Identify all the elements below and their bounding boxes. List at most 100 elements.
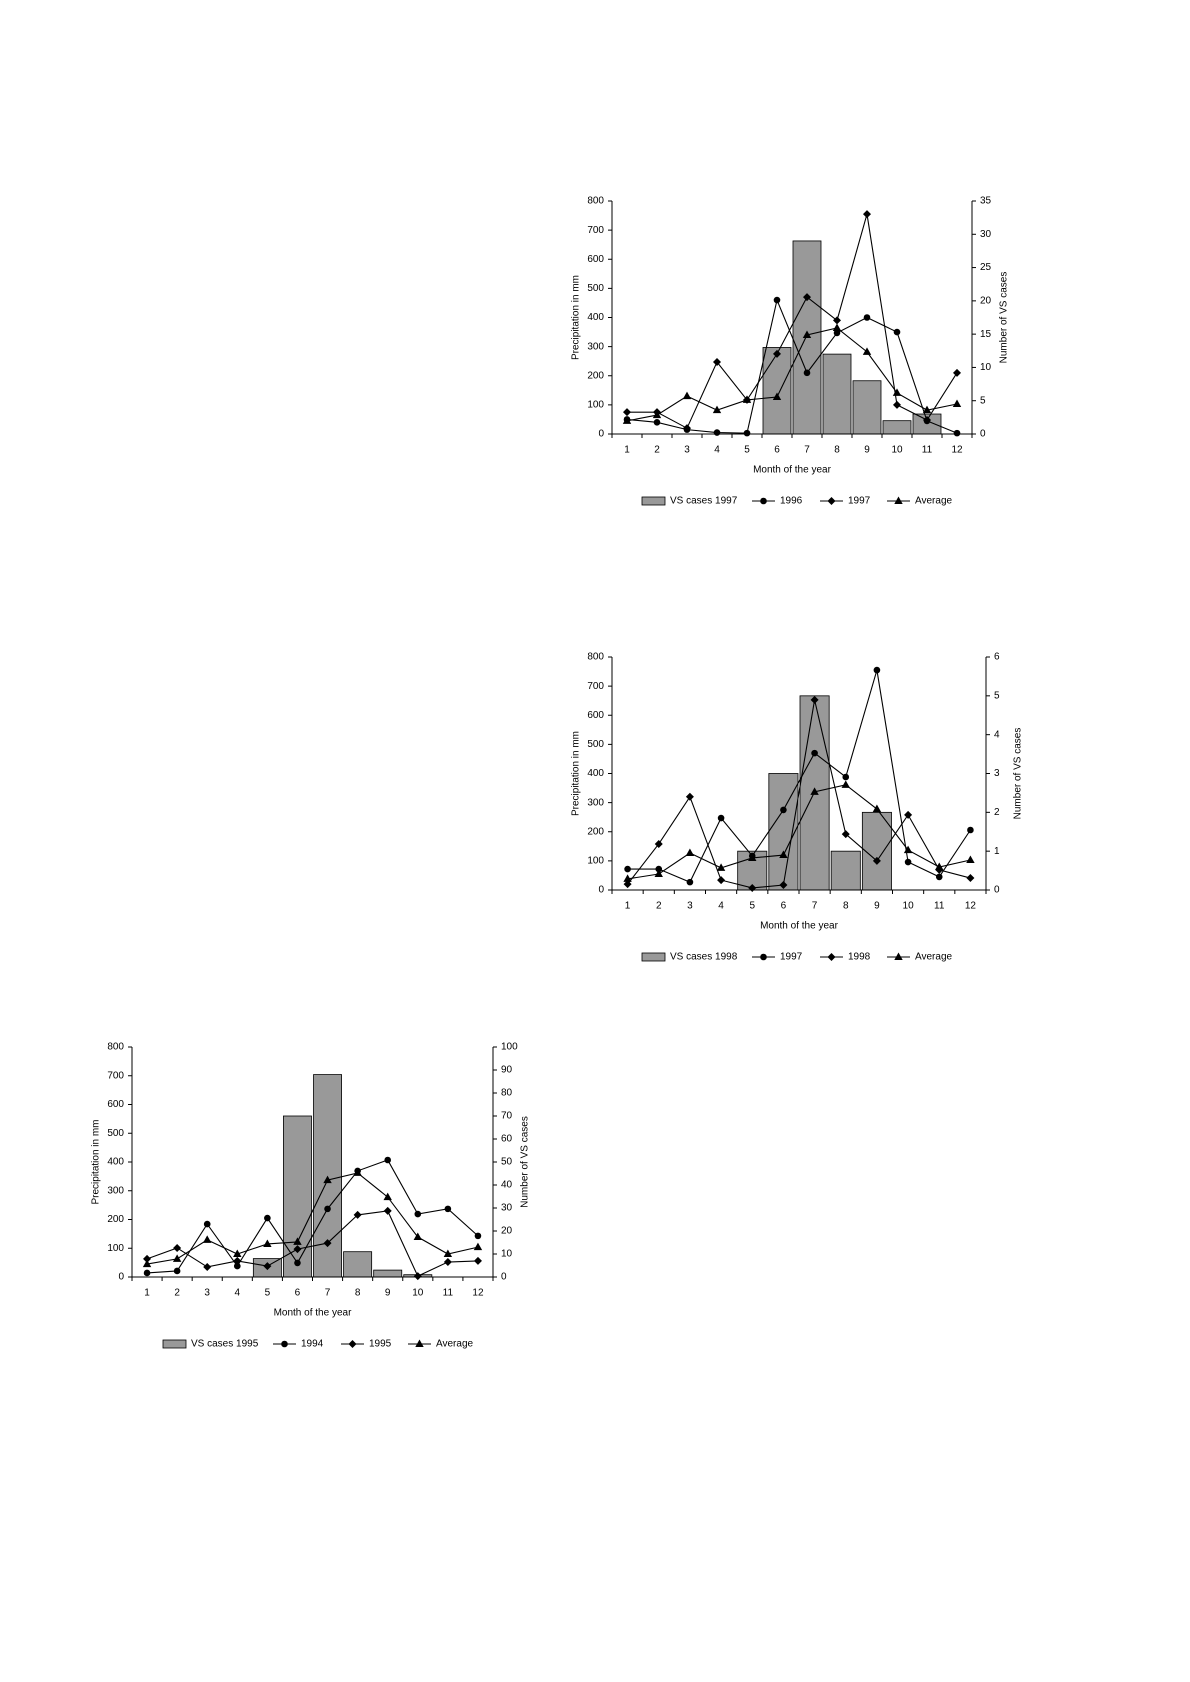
marker-circle (717, 814, 725, 822)
marker-triangle (966, 855, 975, 864)
marker-triangle (623, 874, 632, 882)
marker-triangle (233, 1249, 242, 1257)
y-tick-label: 100 (587, 856, 604, 867)
y-tick-label: 400 (107, 1157, 124, 1168)
marker-triangle (892, 388, 902, 396)
marker-diamond (863, 210, 871, 219)
x-tick-label: 3 (684, 445, 690, 456)
marker-triangle (473, 1242, 483, 1251)
y2-tick-label: 10 (980, 362, 992, 373)
y-tick-label: 300 (587, 341, 604, 352)
marker-circle (833, 329, 841, 337)
marker-diamond (473, 1256, 482, 1265)
y2-tick-label: 2 (994, 807, 1000, 818)
line (626, 327, 958, 422)
x-tick-label: 5 (265, 1288, 271, 1299)
y2-tick-label: 0 (501, 1272, 507, 1283)
marker-circle (143, 1269, 151, 1277)
marker-circle (873, 666, 881, 674)
y-axis-label: Precipitation in mm (571, 275, 582, 360)
marker-triangle (353, 1168, 362, 1176)
bar (882, 420, 912, 435)
marker-diamond (966, 874, 975, 883)
x-axis-label: Month of the year (760, 921, 838, 932)
marker-triangle (935, 862, 944, 870)
bar (762, 347, 792, 435)
y-tick-label: 500 (107, 1128, 124, 1139)
marker-triangle (894, 496, 903, 504)
y2-tick-label: 20 (501, 1226, 513, 1237)
y2-tick-label: 60 (501, 1134, 513, 1145)
marker-circle (384, 1156, 392, 1164)
marker-diamond (143, 1254, 152, 1263)
y-tick-label: 800 (107, 1042, 124, 1053)
y2-axis-label: Number of VS cases (520, 1116, 531, 1208)
y2-tick-label: 50 (501, 1157, 513, 1168)
marker-diamond (827, 953, 836, 961)
marker-circle (414, 1210, 422, 1218)
legend-label: 1994 (301, 1339, 324, 1350)
x-tick-label: 11 (443, 1288, 454, 1299)
bar (852, 380, 882, 435)
marker-triangle (952, 399, 962, 408)
bar (830, 850, 861, 891)
marker-triangle (922, 405, 932, 414)
x-tick-label: 6 (774, 445, 780, 456)
y2-tick-label: 4 (994, 729, 1000, 740)
marker-triangle (415, 1339, 424, 1347)
y-tick-label: 200 (107, 1214, 124, 1225)
marker-triangle (323, 1175, 332, 1184)
x-tick-label: 8 (843, 901, 849, 912)
x-tick-label: 11 (934, 901, 945, 912)
x-tick-label: 2 (174, 1288, 180, 1299)
marker-circle (904, 858, 912, 866)
legend-label: 1997 (848, 496, 871, 507)
marker-diamond (348, 1340, 357, 1348)
x-tick-label: 4 (714, 445, 720, 456)
y2-tick-label: 30 (980, 229, 992, 240)
marker-diamond (779, 881, 788, 890)
marker-triangle (622, 416, 632, 424)
marker-diamond (803, 293, 811, 302)
y-tick-label: 100 (107, 1243, 124, 1254)
marker-circle (953, 429, 961, 437)
marker-diamond (827, 497, 836, 505)
x-tick-label: 6 (295, 1288, 301, 1299)
x-tick-label: 1 (625, 901, 631, 912)
x-tick-label: 4 (718, 901, 724, 912)
y-tick-label: 600 (587, 254, 604, 265)
y2-tick-label: 0 (994, 885, 1000, 896)
marker-diamond (893, 400, 901, 409)
marker-circle (653, 419, 661, 426)
y-axis-label: Precipitation in mm (91, 1119, 102, 1204)
x-tick-label: 1 (624, 445, 630, 456)
line (146, 1210, 478, 1277)
legend-label: VS cases 1997 (670, 496, 738, 507)
y2-tick-label: 30 (501, 1203, 513, 1214)
x-tick-label: 7 (812, 901, 818, 912)
y-tick-label: 300 (587, 797, 604, 808)
marker-diamond (841, 830, 850, 839)
marker-circle (893, 328, 901, 336)
marker-triangle (654, 869, 663, 877)
marker-triangle (712, 405, 722, 414)
y2-tick-label: 90 (501, 1065, 513, 1076)
y-tick-label: 0 (118, 1272, 124, 1283)
marker-triangle (872, 804, 882, 813)
legend-label: Average (436, 1339, 474, 1350)
marker-diamond (623, 880, 632, 889)
marker-triangle (832, 323, 842, 331)
line (627, 213, 958, 429)
y-tick-label: 200 (587, 826, 604, 837)
x-tick-label: 2 (654, 445, 660, 456)
bar (373, 1269, 403, 1278)
x-tick-label: 7 (804, 445, 810, 456)
marker-circle (803, 369, 811, 377)
y-axis-label: Precipitation in mm (571, 731, 582, 816)
x-tick-label: 5 (744, 445, 750, 456)
marker-diamond (413, 1272, 422, 1281)
marker-circle (324, 1205, 331, 1213)
legend-swatch (162, 1339, 187, 1349)
marker-triangle (841, 780, 850, 788)
